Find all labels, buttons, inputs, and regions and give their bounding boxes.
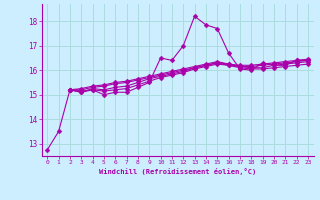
X-axis label: Windchill (Refroidissement éolien,°C): Windchill (Refroidissement éolien,°C): [99, 168, 256, 175]
